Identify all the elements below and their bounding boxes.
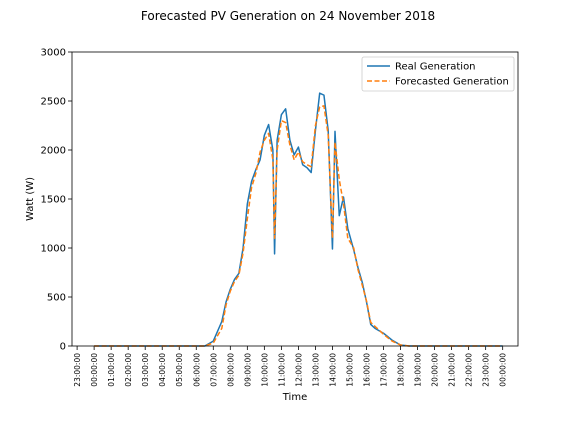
series-line-forecasted-generation [94,105,503,347]
x-axis-ticks: 23:00:00 00:00:00 01:00:00 02:00:00 03:00:00… [73,346,508,387]
x-tick-label: 17:00:00 [380,353,389,387]
series-layer [94,92,503,347]
x-tick-label: 14:00:00 [328,353,337,387]
x-tick-label: 07:00:00 [209,353,218,387]
x-tick-label: 23:00:00 [73,353,82,387]
x-tick-label: 19:00:00 [414,353,423,387]
x-tick-label: 02:00:00 [124,353,133,387]
series-line-real-generation [94,92,503,347]
x-tick-label: 20:00:00 [431,353,440,387]
x-tick-label: 13:00:00 [311,353,320,387]
x-tick-label: 23:00:00 [482,353,491,387]
x-tick-label: 15:00:00 [345,353,354,387]
legend-label: Forecasted Generation [395,77,509,88]
x-tick-label: 16:00:00 [362,353,371,387]
y-tick-label: 0 [60,342,66,353]
x-tick-label: 00:00:00 [499,353,508,387]
x-tick-label: 10:00:00 [260,353,269,387]
plot-frame [71,51,519,347]
x-tick-label: 11:00:00 [277,353,286,387]
x-tick-label: 04:00:00 [158,353,167,387]
legend-label: Real Generation [395,62,476,73]
y-axis-label: Watt (W) [25,177,36,221]
y-tick-label: 1000 [41,244,66,255]
y-tick-label: 3000 [41,48,66,59]
legend: Real Generation Forecasted Generation [361,56,515,92]
x-tick-label: 21:00:00 [448,353,457,387]
legend-box [361,56,515,92]
x-tick-label: 22:00:00 [465,353,474,387]
y-tick-label: 2000 [41,146,66,157]
x-tick-label: 00:00:00 [90,353,99,387]
x-tick-label: 18:00:00 [397,353,406,387]
x-tick-label: 08:00:00 [226,353,235,387]
y-tick-label: 2500 [41,97,66,108]
y-tick-label: 500 [47,293,66,304]
x-tick-label: 06:00:00 [192,353,201,387]
x-tick-label: 12:00:00 [294,353,303,387]
chart-title: Forecasted PV Generation on 24 November … [141,9,435,23]
x-tick-label: 03:00:00 [141,353,150,387]
x-tick-label: 05:00:00 [175,353,184,387]
x-tick-label: 09:00:00 [243,353,252,387]
x-axis-label: Time [282,392,307,403]
y-axis-ticks: 0 500 1000 1500 2000 2500 3000 [41,48,72,353]
y-tick-label: 1500 [41,195,66,206]
x-tick-label: 01:00:00 [107,353,116,387]
